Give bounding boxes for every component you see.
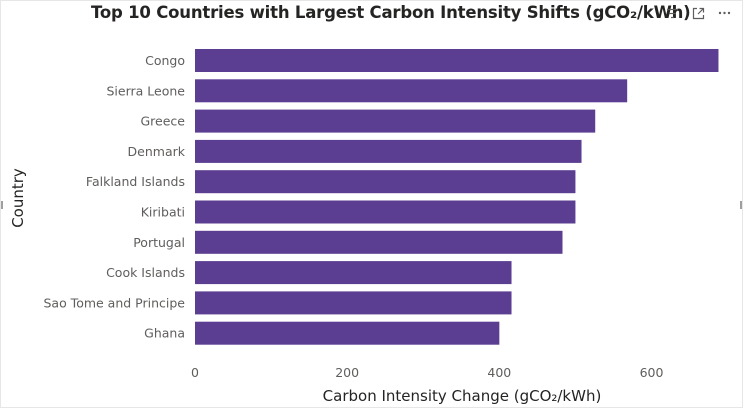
y-tick-label: Denmark <box>128 144 186 159</box>
more-options-icon[interactable] <box>716 5 732 21</box>
bar[interactable] <box>195 291 512 315</box>
y-tick-label: Ghana <box>144 326 185 341</box>
bar[interactable] <box>195 200 576 224</box>
x-tick-label: 400 <box>487 365 511 380</box>
resize-handle-left[interactable] <box>1 201 3 209</box>
resize-handle-right[interactable] <box>740 201 742 209</box>
bar[interactable] <box>195 170 576 194</box>
x-tick-label: 0 <box>191 365 199 380</box>
y-tick-label: Sierra Leone <box>107 83 186 98</box>
y-tick-label: Kiribati <box>141 205 185 220</box>
x-tick-label: 600 <box>640 365 664 380</box>
bar[interactable] <box>195 261 512 285</box>
y-tick-label: Greece <box>141 114 186 129</box>
bar[interactable] <box>195 79 628 103</box>
filter-icon[interactable] <box>664 5 680 21</box>
y-tick-label: Sao Tome and Principe <box>43 295 185 310</box>
bar[interactable] <box>195 139 582 163</box>
bar[interactable] <box>195 230 563 254</box>
bar[interactable] <box>195 109 596 133</box>
focus-mode-icon[interactable] <box>690 5 706 21</box>
x-axis-label: Carbon Intensity Change (gCO₂/kWh) <box>323 387 602 405</box>
y-tick-label: Portugal <box>133 235 185 250</box>
y-axis-label: Country <box>9 168 27 228</box>
y-tick-label: Congo <box>145 53 185 68</box>
x-tick-label: 200 <box>335 365 359 380</box>
y-tick-label: Cook Islands <box>106 265 185 280</box>
chart-title: Top 10 Countries with Largest Carbon Int… <box>91 3 691 22</box>
visual-header-icons <box>664 5 732 21</box>
y-tick-label: Falkland Islands <box>86 174 185 189</box>
bar[interactable] <box>195 49 719 72</box>
bar[interactable] <box>195 321 500 345</box>
